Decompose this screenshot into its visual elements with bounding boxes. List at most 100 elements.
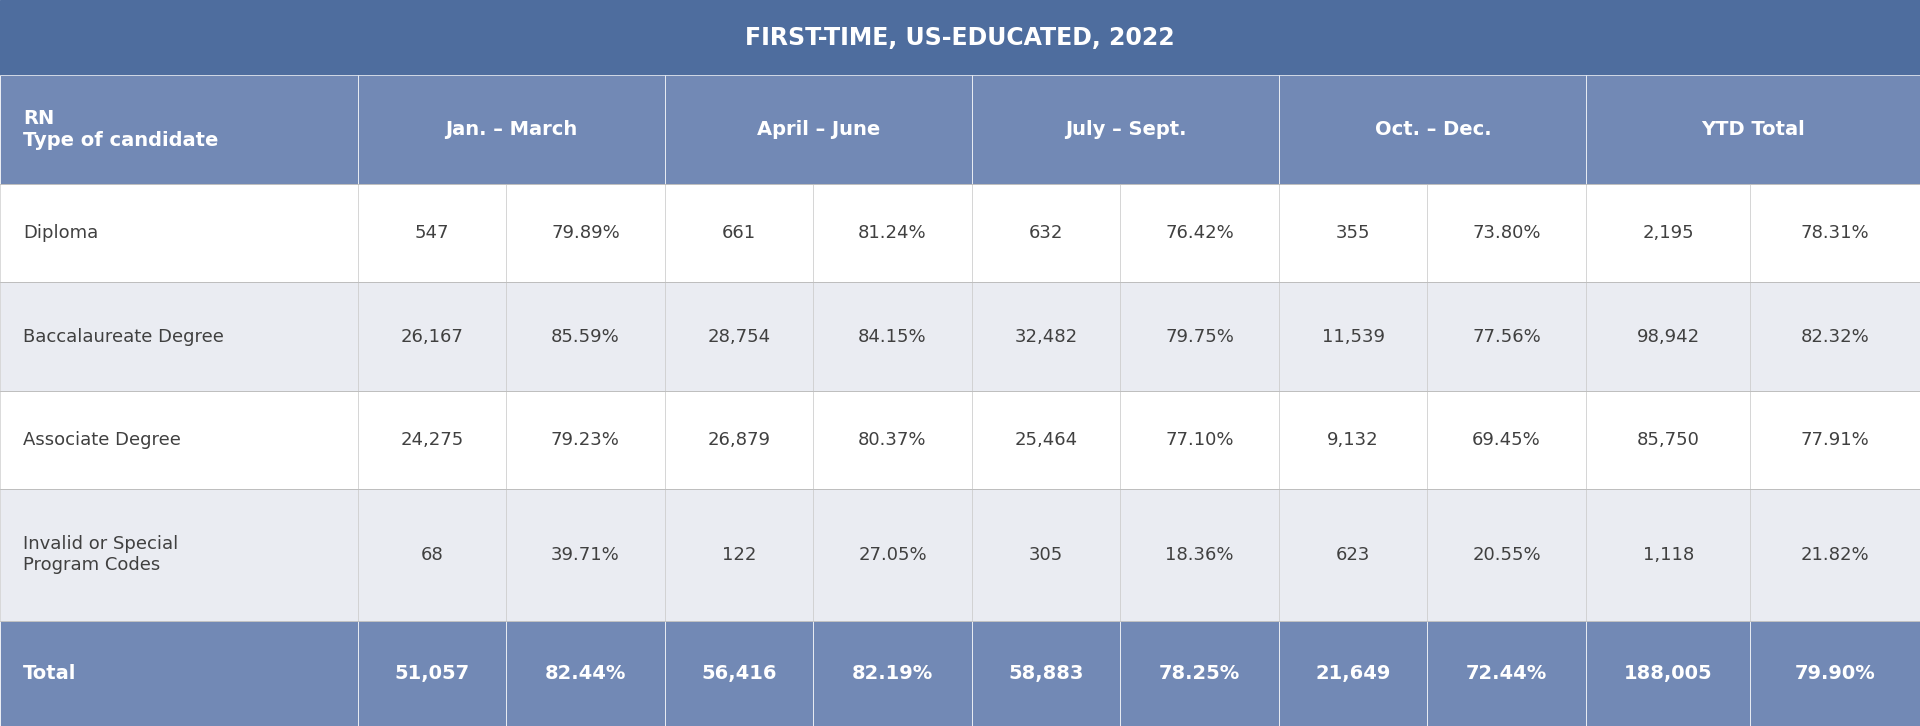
Bar <box>812 489 972 621</box>
Text: 58,883: 58,883 <box>1008 664 1083 683</box>
Bar <box>1427 621 1586 726</box>
Bar <box>1279 184 1427 282</box>
Text: RN
Type of candidate: RN Type of candidate <box>23 110 219 150</box>
Text: 79.89%: 79.89% <box>551 224 620 242</box>
Text: 355: 355 <box>1336 224 1371 242</box>
Text: Invalid or Special
Program Codes: Invalid or Special Program Codes <box>23 536 179 574</box>
Bar <box>505 621 664 726</box>
Bar <box>812 184 972 282</box>
Bar <box>359 621 505 726</box>
Text: 82.19%: 82.19% <box>852 664 933 683</box>
Bar <box>0 0 1920 76</box>
Text: 26,879: 26,879 <box>707 431 770 449</box>
Text: 632: 632 <box>1029 224 1064 242</box>
Text: 76.42%: 76.42% <box>1165 224 1235 242</box>
Text: 26,167: 26,167 <box>401 327 463 346</box>
Bar <box>1119 621 1279 726</box>
Text: 81.24%: 81.24% <box>858 224 927 242</box>
Bar <box>1279 76 1586 184</box>
Bar <box>0 621 359 726</box>
Bar <box>664 621 812 726</box>
Bar <box>359 391 505 489</box>
Bar <box>1279 621 1427 726</box>
Text: 82.44%: 82.44% <box>545 664 626 683</box>
Text: 32,482: 32,482 <box>1014 327 1077 346</box>
Bar <box>1586 489 1751 621</box>
Text: 27.05%: 27.05% <box>858 546 927 564</box>
Bar <box>1586 184 1751 282</box>
Text: 39.71%: 39.71% <box>551 546 620 564</box>
Bar <box>1427 282 1586 391</box>
Bar <box>0 184 359 282</box>
Text: 56,416: 56,416 <box>701 664 778 683</box>
Bar <box>0 76 359 184</box>
Bar <box>812 391 972 489</box>
Bar <box>1119 282 1279 391</box>
Text: 18.36%: 18.36% <box>1165 546 1235 564</box>
Text: 79.75%: 79.75% <box>1165 327 1235 346</box>
Text: 98,942: 98,942 <box>1636 327 1699 346</box>
Text: Oct. – Dec.: Oct. – Dec. <box>1375 121 1492 139</box>
Bar <box>664 184 812 282</box>
Bar <box>359 489 505 621</box>
Text: 2,195: 2,195 <box>1642 224 1693 242</box>
Bar <box>359 282 505 391</box>
Text: 78.31%: 78.31% <box>1801 224 1870 242</box>
Bar <box>1427 489 1586 621</box>
Bar <box>972 76 1279 184</box>
Text: 547: 547 <box>415 224 449 242</box>
Bar <box>359 76 664 184</box>
Text: April – June: April – June <box>756 121 881 139</box>
Text: Baccalaureate Degree: Baccalaureate Degree <box>23 327 225 346</box>
Bar <box>972 621 1119 726</box>
Text: Total: Total <box>23 664 77 683</box>
Text: July – Sept.: July – Sept. <box>1066 121 1187 139</box>
Bar <box>812 282 972 391</box>
Text: 79.90%: 79.90% <box>1795 664 1876 683</box>
Text: 77.10%: 77.10% <box>1165 431 1235 449</box>
Text: 69.45%: 69.45% <box>1473 431 1542 449</box>
Bar <box>1279 489 1427 621</box>
Bar <box>1279 282 1427 391</box>
Text: 72.44%: 72.44% <box>1465 664 1548 683</box>
Bar <box>664 76 972 184</box>
Bar <box>972 184 1119 282</box>
Bar <box>1751 489 1920 621</box>
Text: Associate Degree: Associate Degree <box>23 431 180 449</box>
Text: 623: 623 <box>1336 546 1371 564</box>
Text: 79.23%: 79.23% <box>551 431 620 449</box>
Text: 77.91%: 77.91% <box>1801 431 1870 449</box>
Text: 77.56%: 77.56% <box>1473 327 1542 346</box>
Text: 188,005: 188,005 <box>1624 664 1713 683</box>
Text: FIRST-TIME, US-EDUCATED, 2022: FIRST-TIME, US-EDUCATED, 2022 <box>745 25 1175 49</box>
Bar <box>1586 76 1920 184</box>
Bar <box>1119 184 1279 282</box>
Text: 85,750: 85,750 <box>1636 431 1699 449</box>
Bar <box>972 282 1119 391</box>
Bar <box>664 391 812 489</box>
Bar <box>359 184 505 282</box>
Text: 82.32%: 82.32% <box>1801 327 1870 346</box>
Bar <box>1279 391 1427 489</box>
Bar <box>505 184 664 282</box>
Text: 11,539: 11,539 <box>1321 327 1384 346</box>
Bar <box>1427 391 1586 489</box>
Text: 9,132: 9,132 <box>1327 431 1379 449</box>
Text: 68: 68 <box>420 546 444 564</box>
Bar <box>664 282 812 391</box>
Bar <box>1119 391 1279 489</box>
Text: 122: 122 <box>722 546 756 564</box>
Text: Diploma: Diploma <box>23 224 98 242</box>
Text: 24,275: 24,275 <box>399 431 463 449</box>
Bar <box>1586 282 1751 391</box>
Bar <box>1751 282 1920 391</box>
Bar <box>1586 621 1751 726</box>
Text: Jan. – March: Jan. – March <box>445 121 578 139</box>
Bar <box>0 282 359 391</box>
Bar <box>1427 184 1586 282</box>
Text: 73.80%: 73.80% <box>1473 224 1540 242</box>
Text: 51,057: 51,057 <box>394 664 470 683</box>
Text: 85.59%: 85.59% <box>551 327 620 346</box>
Text: 28,754: 28,754 <box>707 327 770 346</box>
Bar <box>0 391 359 489</box>
